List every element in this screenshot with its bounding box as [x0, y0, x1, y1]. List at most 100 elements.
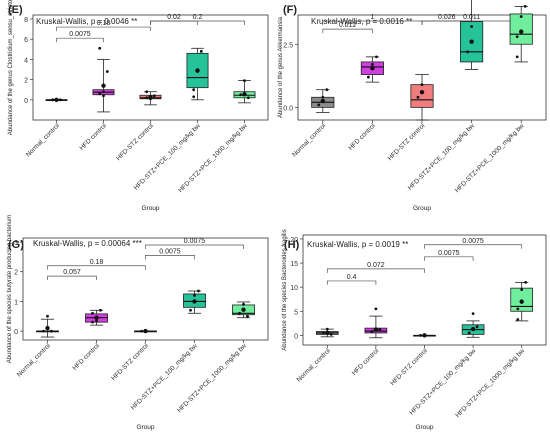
panel-0: (E) 0 2 4 6 8 Abundance of the genus Clostridi…	[8, 0, 269, 212]
x-tick-label: Normal_control	[25, 122, 62, 159]
x-tick-label: Normal_control	[16, 342, 53, 379]
mean-point	[54, 97, 59, 103]
box-0	[311, 88, 335, 113]
y-tick-label: 0	[24, 98, 28, 105]
p-value-label: 0.18	[97, 20, 111, 27]
mean-point	[45, 325, 50, 331]
x-tick-label: Normal_control	[291, 122, 328, 159]
x-tick-label: HFD-STZ control	[387, 122, 427, 162]
box-4	[510, 280, 534, 322]
bracket-line	[56, 37, 104, 43]
data-point	[99, 308, 102, 312]
significance-bracket: 0.072	[326, 262, 425, 273]
data-point	[91, 311, 94, 315]
p-value-label: 0.0075	[159, 248, 181, 255]
bracket-line	[47, 275, 97, 281]
data-point	[91, 320, 94, 324]
mean-point	[320, 98, 325, 104]
mean-point	[470, 326, 476, 332]
mean-point	[519, 299, 524, 304]
y-tick-label: 0	[294, 333, 298, 340]
data-point	[466, 50, 469, 54]
box-2	[139, 90, 162, 106]
mean-point	[148, 95, 153, 100]
mean-point	[242, 92, 247, 97]
y-axis-label: Abundance of the species Bacteroides fra…	[282, 229, 288, 350]
box-1	[364, 307, 388, 339]
significance-bracket: 0.012	[322, 22, 373, 34]
kruskal-wallis-label: Kruskal-Wallis, p = 0.0019 **	[307, 240, 408, 249]
y-tick-label: 10	[290, 285, 298, 292]
p-value-label: 0.0075	[438, 250, 460, 257]
panel-label: (F)	[283, 4, 297, 16]
p-value-label: 0.026	[438, 14, 456, 21]
data-point	[145, 96, 149, 100]
mean-point	[373, 327, 379, 332]
bracket-line	[145, 244, 244, 249]
data-point	[140, 329, 143, 333]
y-tick-label: 2.5	[283, 42, 293, 49]
data-point	[321, 95, 325, 99]
bracket-line	[47, 265, 146, 270]
p-value-label: 0.02	[167, 14, 181, 21]
data-point	[192, 95, 196, 99]
box-3	[460, 0, 484, 70]
data-point	[520, 288, 524, 291]
data-point	[475, 325, 479, 329]
kruskal-wallis-label: Kruskal-Wallis, p = 0.0046 **	[36, 17, 137, 26]
box-3	[186, 47, 209, 101]
data-point	[58, 98, 62, 102]
data-point	[98, 92, 102, 96]
significance-bracket: 0.4	[326, 274, 377, 285]
mean-point	[195, 68, 200, 73]
data-point	[193, 294, 196, 297]
data-point	[515, 35, 519, 39]
bracket-line	[424, 256, 474, 261]
data-point	[102, 90, 105, 94]
mean-point	[241, 307, 246, 312]
y-axis-label: Abundance of the species butyrate produc…	[7, 215, 13, 363]
x-axis-label: Group	[136, 424, 154, 431]
p-value-label: 0.0075	[69, 31, 91, 38]
data-point	[420, 83, 424, 87]
box-4	[233, 79, 256, 104]
data-point	[98, 46, 102, 50]
bracket-line	[56, 26, 151, 32]
x-tick-label: HFD control	[78, 122, 108, 152]
data-point	[523, 4, 527, 8]
data-point	[366, 75, 370, 79]
data-point	[246, 96, 250, 100]
significance-bracket: 0.0075	[56, 31, 104, 43]
data-point	[102, 94, 105, 98]
significance-bracket: 0.0075	[424, 238, 523, 249]
data-point	[46, 314, 49, 318]
data-point	[471, 312, 475, 316]
significance-bracket: 0.0075	[145, 238, 244, 249]
data-point	[238, 311, 241, 315]
data-point	[329, 333, 333, 336]
x-axis-label: Group	[415, 424, 433, 431]
data-point	[42, 329, 45, 333]
data-point	[50, 329, 53, 333]
p-value-label: 0.2	[193, 14, 203, 21]
data-point	[95, 319, 98, 323]
y-tick-label: 2	[24, 78, 28, 85]
data-point	[246, 314, 249, 318]
y-tick-label: 2	[14, 270, 18, 277]
box-1	[92, 46, 115, 113]
data-point	[416, 95, 420, 99]
box-body	[410, 84, 434, 108]
p-value-label: 1	[370, 14, 374, 21]
p-value-label: 0.0075	[462, 238, 484, 245]
data-point	[325, 327, 329, 331]
y-tick-label: 3	[14, 240, 18, 247]
bracket-line	[150, 20, 245, 25]
y-tick-label: 0	[14, 329, 18, 336]
mean-point	[519, 29, 524, 34]
mean-point	[469, 39, 474, 44]
data-point	[51, 98, 55, 102]
data-point	[370, 330, 374, 333]
data-point	[378, 328, 382, 331]
data-point	[325, 88, 329, 92]
